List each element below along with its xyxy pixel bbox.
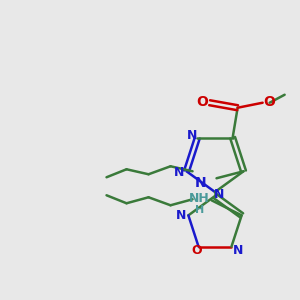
Text: N: N — [176, 209, 187, 222]
Text: N: N — [233, 244, 244, 257]
Text: O: O — [191, 244, 202, 257]
Text: O: O — [197, 95, 208, 109]
Text: N: N — [174, 166, 185, 179]
Text: H: H — [195, 205, 204, 215]
Text: N: N — [195, 176, 206, 190]
Text: N: N — [214, 188, 224, 202]
Text: O: O — [264, 95, 276, 109]
Text: NH: NH — [189, 192, 210, 205]
Text: N: N — [187, 129, 198, 142]
